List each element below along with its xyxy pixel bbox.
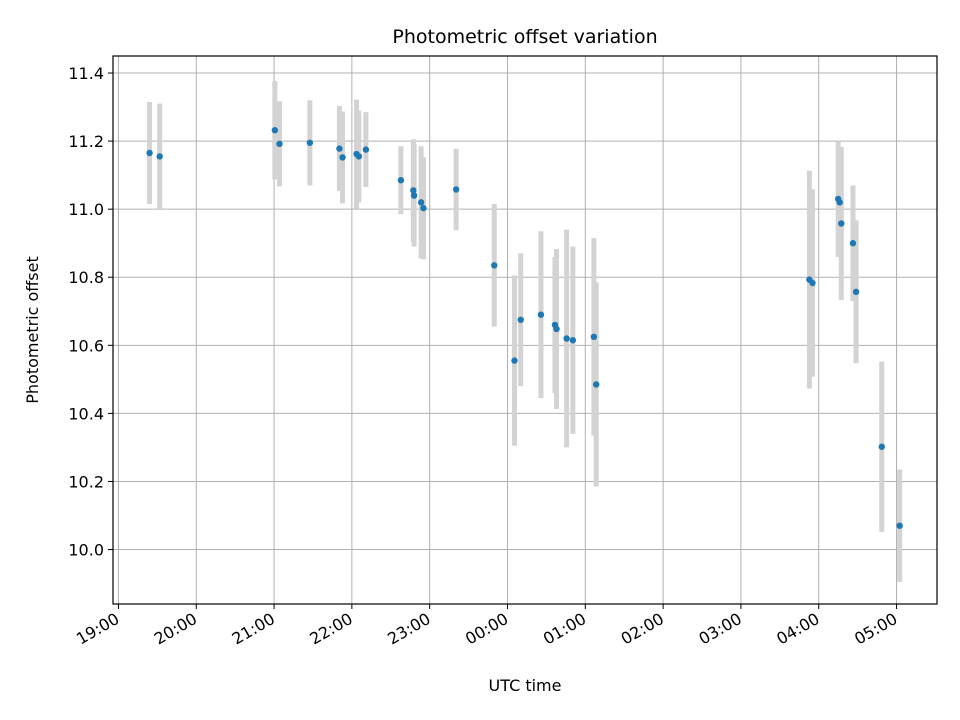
data-point [838, 220, 845, 227]
data-point [563, 335, 570, 342]
data-point [553, 325, 560, 333]
x-axis-title: UTC time [489, 676, 562, 695]
data-point [355, 153, 363, 160]
plot-frame [112, 55, 938, 605]
y-tick-label: 10.8 [68, 268, 104, 287]
data-point [410, 187, 417, 194]
data-point [809, 279, 816, 287]
y-axis: 10.0 10.2 10.4 10.6 10.8 11.0 11.2 11.4 [68, 64, 113, 560]
y-tick-label: 10.2 [68, 472, 104, 491]
data-point [306, 139, 314, 146]
data-point [511, 357, 518, 364]
data-points [146, 127, 903, 529]
data-point [339, 154, 346, 161]
data-point [417, 199, 425, 206]
data-point [836, 199, 843, 206]
data-point [156, 153, 163, 160]
y-tick-label: 10.0 [68, 541, 104, 560]
chart-title: Photometric offset variation [392, 26, 657, 48]
y-tick-label: 10.4 [68, 404, 104, 423]
y-tick-label: 11.2 [68, 132, 104, 151]
data-point [592, 381, 600, 388]
data-point [849, 240, 857, 247]
data-point [420, 204, 427, 212]
data-point [397, 177, 405, 184]
y-tick-label: 11.0 [68, 200, 104, 219]
data-point [896, 522, 903, 529]
data-point [517, 316, 524, 323]
data-point [146, 149, 153, 157]
data-point [362, 146, 370, 153]
y-tick-label: 10.6 [68, 336, 104, 355]
data-point [852, 288, 860, 296]
data-point [271, 127, 279, 134]
data-point [336, 145, 343, 152]
data-point [276, 140, 283, 148]
data-point [878, 443, 885, 450]
y-axis-title: Photometric offset [23, 256, 42, 404]
data-point [590, 333, 598, 341]
data-point [537, 311, 545, 318]
data-point [491, 262, 498, 269]
data-point [452, 186, 460, 193]
y-tick-label: 11.4 [68, 64, 104, 83]
data-point [410, 192, 418, 199]
data-point [569, 337, 577, 344]
